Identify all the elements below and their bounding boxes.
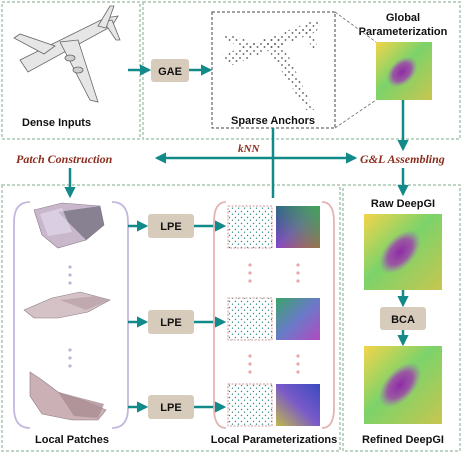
lpe-box-1 bbox=[148, 214, 194, 238]
label-patch-construction: Patch Construction bbox=[16, 152, 113, 166]
lpe-label-1: LPE bbox=[160, 221, 181, 233]
panel-local bbox=[1, 184, 341, 452]
patch-surface-3 bbox=[29, 371, 107, 421]
bracket-right-params bbox=[321, 201, 335, 429]
label-knn: kNN bbox=[238, 143, 260, 155]
gae-box bbox=[151, 59, 189, 82]
lpe-box-3 bbox=[148, 395, 194, 419]
lpe-box-2 bbox=[148, 310, 194, 334]
param-map-1 bbox=[276, 206, 320, 248]
sparse-airplane-icon bbox=[222, 22, 322, 110]
label-local-patches: Local Patches bbox=[35, 434, 109, 446]
raw-deepgi-map bbox=[364, 214, 442, 290]
label-refined-deepgi: Refined DeepGI bbox=[362, 434, 444, 446]
label-dense-inputs: Dense Inputs bbox=[22, 117, 91, 129]
refined-deepgi-map bbox=[364, 346, 442, 424]
panel-global bbox=[142, 1, 461, 140]
global-param-map bbox=[376, 42, 432, 100]
dense-airplane-icon bbox=[13, 5, 121, 103]
label-raw-deepgi: Raw DeepGI bbox=[371, 198, 435, 210]
gae-label: GAE bbox=[158, 66, 182, 78]
param-points-3 bbox=[227, 383, 273, 427]
zoom-line-bottom bbox=[334, 99, 377, 129]
param-map-3 bbox=[276, 384, 320, 426]
patch-surface-2 bbox=[23, 291, 111, 319]
patch-dots-2 bbox=[68, 348, 72, 368]
bracket-left-params bbox=[213, 201, 227, 429]
patch-surface-1 bbox=[33, 202, 105, 249]
label-global-line1: Global bbox=[386, 12, 420, 24]
param-dots bbox=[248, 263, 300, 374]
zoom-line-top bbox=[334, 11, 377, 43]
param-map-2 bbox=[276, 298, 320, 340]
label-local-parameterizations: Local Parameterizations bbox=[211, 434, 338, 446]
label-sparse-anchors: Sparse Anchors bbox=[231, 115, 315, 127]
bracket-right-patches bbox=[111, 201, 129, 429]
param-points-2 bbox=[227, 297, 273, 341]
patch-dots-1 bbox=[68, 265, 72, 285]
label-global-line2: Parameterization bbox=[359, 26, 448, 38]
label-gl-assembling: G&L Assembling bbox=[360, 152, 445, 166]
lpe-label-3: LPE bbox=[160, 402, 181, 414]
bracket-left-patches bbox=[13, 201, 31, 429]
bca-label: BCA bbox=[391, 314, 415, 326]
param-points-1 bbox=[227, 205, 273, 249]
bca-box bbox=[380, 307, 426, 330]
panel-deepgi bbox=[342, 184, 461, 452]
lpe-label-2: LPE bbox=[160, 317, 181, 329]
